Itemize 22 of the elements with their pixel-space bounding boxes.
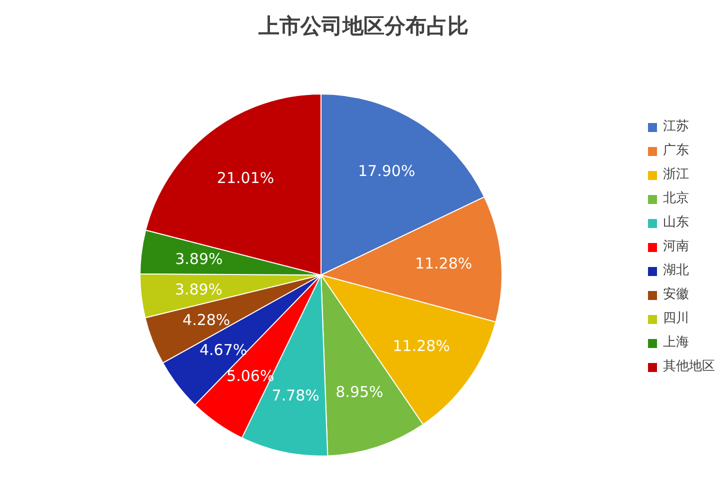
legend-label: 其他地区 (663, 358, 715, 376)
data-label: 3.89% (174, 280, 223, 298)
data-label: 17.90% (358, 162, 416, 180)
data-label: 4.67% (199, 340, 248, 359)
chart-title: 上市公司地区分布占比 (258, 13, 470, 40)
legend-label: 安徽 (663, 286, 689, 304)
legend-label: 上海 (663, 334, 689, 352)
legend-label: 河南 (663, 238, 689, 256)
data-label: 11.28% (414, 254, 472, 273)
data-label: 21.01% (216, 168, 274, 187)
legend-label: 浙江 (663, 166, 689, 184)
legend-label: 湖北 (663, 262, 689, 280)
legend-label: 四川 (663, 310, 689, 328)
data-label: 11.28% (392, 337, 450, 356)
legend-label: 江苏 (663, 118, 689, 136)
legend-label: 广东 (663, 142, 689, 160)
data-label: 3.89% (175, 250, 223, 268)
legend-label: 山东 (663, 214, 689, 232)
data-label: 4.28% (182, 310, 230, 329)
data-label: 7.78% (272, 386, 320, 404)
data-label: 8.95% (336, 382, 384, 401)
legend-label: 北京 (663, 190, 689, 208)
